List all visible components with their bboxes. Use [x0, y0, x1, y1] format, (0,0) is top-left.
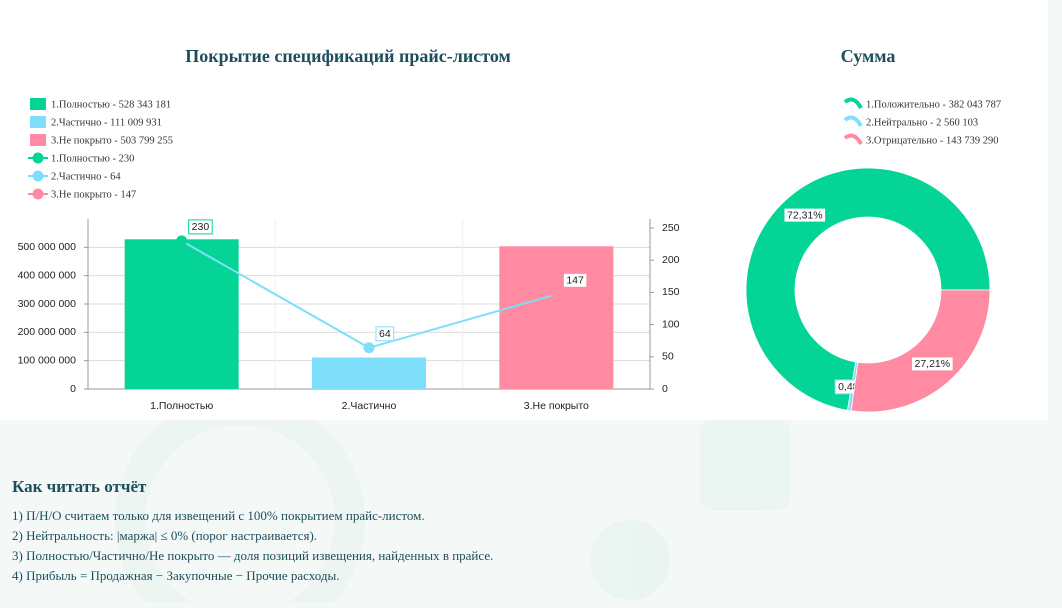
data-label: 147	[566, 275, 584, 287]
x-tick-label: 1.Полностью	[150, 400, 213, 412]
legend-swatch	[843, 97, 863, 110]
bar	[499, 246, 614, 389]
legend-label: 1.Положительно - 382 043 787	[866, 99, 1001, 110]
legend-swatch	[32, 188, 44, 200]
data-label-box	[783, 207, 827, 223]
legend-label: 2.Частично - 111 009 931	[51, 117, 162, 128]
legend-swatch	[843, 133, 863, 146]
legend-label: 2.Нейтрально - 2 560 103	[866, 117, 978, 128]
y-tick-label: 200 000 000	[18, 326, 77, 338]
y2-tick-label: 200	[662, 254, 680, 266]
decoration	[590, 520, 670, 600]
legend-label: 1.Полностью - 528 343 181	[51, 99, 171, 110]
notes-line: 3) Полностью/Частично/Не покрыто — доля …	[12, 548, 493, 563]
legend-swatch	[32, 152, 44, 164]
chart-title: Покрытие спецификаций прайс-листом	[185, 46, 511, 66]
y2-tick-label: 250	[662, 222, 680, 234]
data-label: 27,21%	[915, 358, 951, 370]
y-tick-label: 100 000 000	[18, 354, 77, 366]
y2-tick-label: 0	[662, 383, 668, 395]
x-tick-label: 3.Не покрыто	[524, 400, 589, 412]
data-label-box	[562, 272, 588, 288]
decoration	[700, 420, 790, 510]
legend-swatch	[30, 116, 46, 128]
legend-label: 3.Не покрыто - 147	[51, 189, 136, 200]
legend-swatch	[32, 170, 44, 182]
donut-segment	[745, 167, 991, 411]
y-tick-label: 400 000 000	[18, 269, 77, 281]
line-marker	[550, 288, 562, 300]
data-label-box	[911, 356, 954, 372]
y-tick-label: 300 000 000	[18, 298, 77, 310]
data-label-box	[188, 219, 213, 235]
donut-segment	[850, 289, 991, 413]
legend-label: 3.Не покрыто - 503 799 255	[51, 135, 173, 146]
legend-label: 2.Частично - 64	[51, 171, 121, 182]
x-tick-label: 2.Частично	[342, 400, 397, 412]
legend-label: 3.Отрицательно - 143 739 290	[866, 135, 998, 146]
data-label: 64	[379, 328, 391, 340]
y2-tick-label: 150	[662, 286, 680, 298]
notes-line: 2) Нейтральность: |маржа| ≤ 0% (порог на…	[12, 528, 317, 543]
bar	[312, 357, 426, 389]
data-label: 230	[192, 221, 210, 233]
chart-title: Сумма	[841, 46, 896, 66]
line-marker	[363, 342, 375, 354]
line-marker	[176, 235, 188, 247]
notes-title: Как читать отчёт	[12, 477, 147, 496]
y-tick-label: 500 000 000	[18, 241, 77, 253]
y-tick-label: 0	[70, 383, 76, 395]
legend-swatch	[843, 115, 863, 128]
data-label-box	[375, 326, 395, 342]
bar	[124, 239, 239, 389]
legend-swatch	[30, 134, 46, 146]
legend-label: 1.Полностью - 230	[51, 153, 134, 164]
legend-swatch	[30, 98, 46, 110]
notes-line: 4) Прибыль = Продажная − Закупочные − Пр…	[12, 568, 339, 583]
data-label: 72,31%	[787, 209, 823, 221]
y2-tick-label: 100	[662, 318, 680, 330]
y2-tick-label: 50	[662, 351, 674, 363]
notes-line: 1) П/Н/О считаем только для извещений с …	[12, 508, 425, 523]
